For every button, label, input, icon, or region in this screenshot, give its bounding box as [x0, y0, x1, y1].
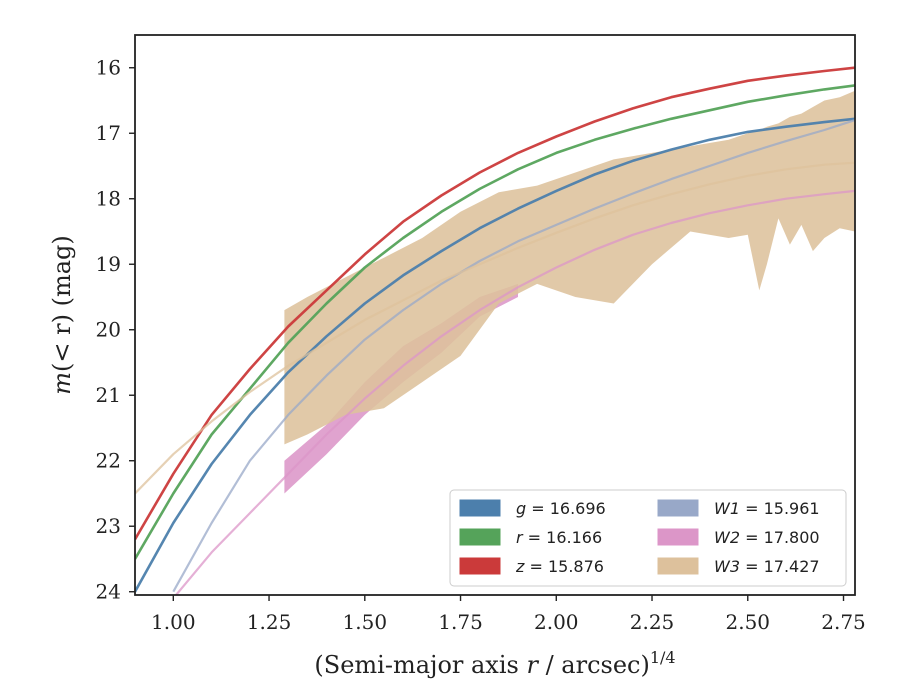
x-axis-title-var: r: [526, 651, 539, 679]
legend-swatch-w2: [657, 528, 699, 546]
series-line-w3: [135, 161, 855, 495]
legend-box: [449, 489, 847, 587]
y-tick-label: 22: [96, 449, 121, 473]
legend-swatch-w1: [657, 499, 699, 517]
legend-swatch-z: [459, 557, 501, 575]
plot-frame: [134, 34, 856, 596]
legend-band-name: z: [515, 557, 525, 576]
legend-label-w3: W3 = 17.427: [714, 557, 820, 576]
y-tick-label: 23: [96, 514, 121, 538]
y-axis-title-unit: (mag): [48, 235, 76, 314]
x-axis-title-main: (Semi-major axis: [314, 651, 526, 679]
band-layer: [284, 90, 855, 494]
legend-swatch-g: [459, 499, 501, 517]
legend-band-name: W1: [714, 499, 740, 518]
y-tick-label: 24: [96, 580, 121, 604]
y-tick-label: 18: [96, 187, 121, 211]
legend-swatch-r: [459, 528, 501, 546]
x-axis-title: (Semi-major axis r / arcsec)1/4: [314, 648, 675, 679]
legend-band-value: = 15.961: [740, 499, 820, 518]
legend-band-value: = 16.166: [523, 528, 603, 547]
y-axis-ticks: 16 17 18 19 20 21 22 23 24: [96, 56, 135, 604]
band-w3: [284, 90, 855, 445]
legend-label-w2: W2 = 17.800: [714, 528, 820, 547]
legend-band-value: = 15.876: [524, 557, 604, 576]
series-line-w1: [172, 119, 855, 593]
y-tick-label: 19: [96, 252, 121, 276]
x-tick-label: 1.50: [343, 610, 388, 634]
line-layer: [135, 66, 855, 595]
legend-label-w1: W1 = 15.961: [714, 499, 820, 518]
x-tick-label: 2.75: [821, 610, 866, 634]
x-tick-label: 1.00: [151, 610, 196, 634]
y-axis-title-args: (< r): [48, 314, 76, 372]
legend-band-name: r: [516, 528, 524, 547]
y-axis-title-main: m: [48, 372, 76, 395]
series-line-z: [135, 66, 855, 540]
x-tick-label: 2.00: [534, 610, 579, 634]
legend-band-value: = 16.696: [526, 499, 606, 518]
legend-label-g: g = 16.696: [516, 499, 606, 518]
legend-label-z: z = 15.876: [515, 557, 604, 576]
legend-label-r: r = 16.166: [516, 528, 602, 547]
legend-band-name: g: [516, 499, 526, 518]
series-line-r: [135, 84, 855, 560]
y-tick-label: 16: [96, 56, 121, 80]
y-tick-label: 20: [96, 318, 121, 342]
x-axis-title-exponent: 1/4: [650, 648, 676, 667]
legend-band-name: W3: [714, 557, 740, 576]
y-axis-title: m(< r) (mag): [48, 235, 76, 395]
series-line-w2: [174, 189, 855, 595]
legend-band-value: = 17.800: [740, 528, 820, 547]
x-tick-label: 2.25: [630, 610, 675, 634]
x-axis-title-tail: / arcsec): [538, 651, 650, 679]
legend-band-name: W2: [714, 528, 740, 547]
series-line-g: [135, 117, 855, 593]
x-axis-ticks: 1.00 1.25 1.50 1.75 2.00 2.25 2.50 2.75: [151, 595, 866, 634]
legend-band-value: = 17.427: [740, 557, 820, 576]
x-tick-label: 1.75: [438, 610, 483, 634]
legend-swatch-w3: [657, 557, 699, 575]
y-tick-label: 21: [96, 383, 121, 407]
x-tick-label: 1.25: [247, 610, 292, 634]
x-tick-label: 2.50: [726, 610, 771, 634]
y-tick-label: 17: [96, 121, 121, 145]
